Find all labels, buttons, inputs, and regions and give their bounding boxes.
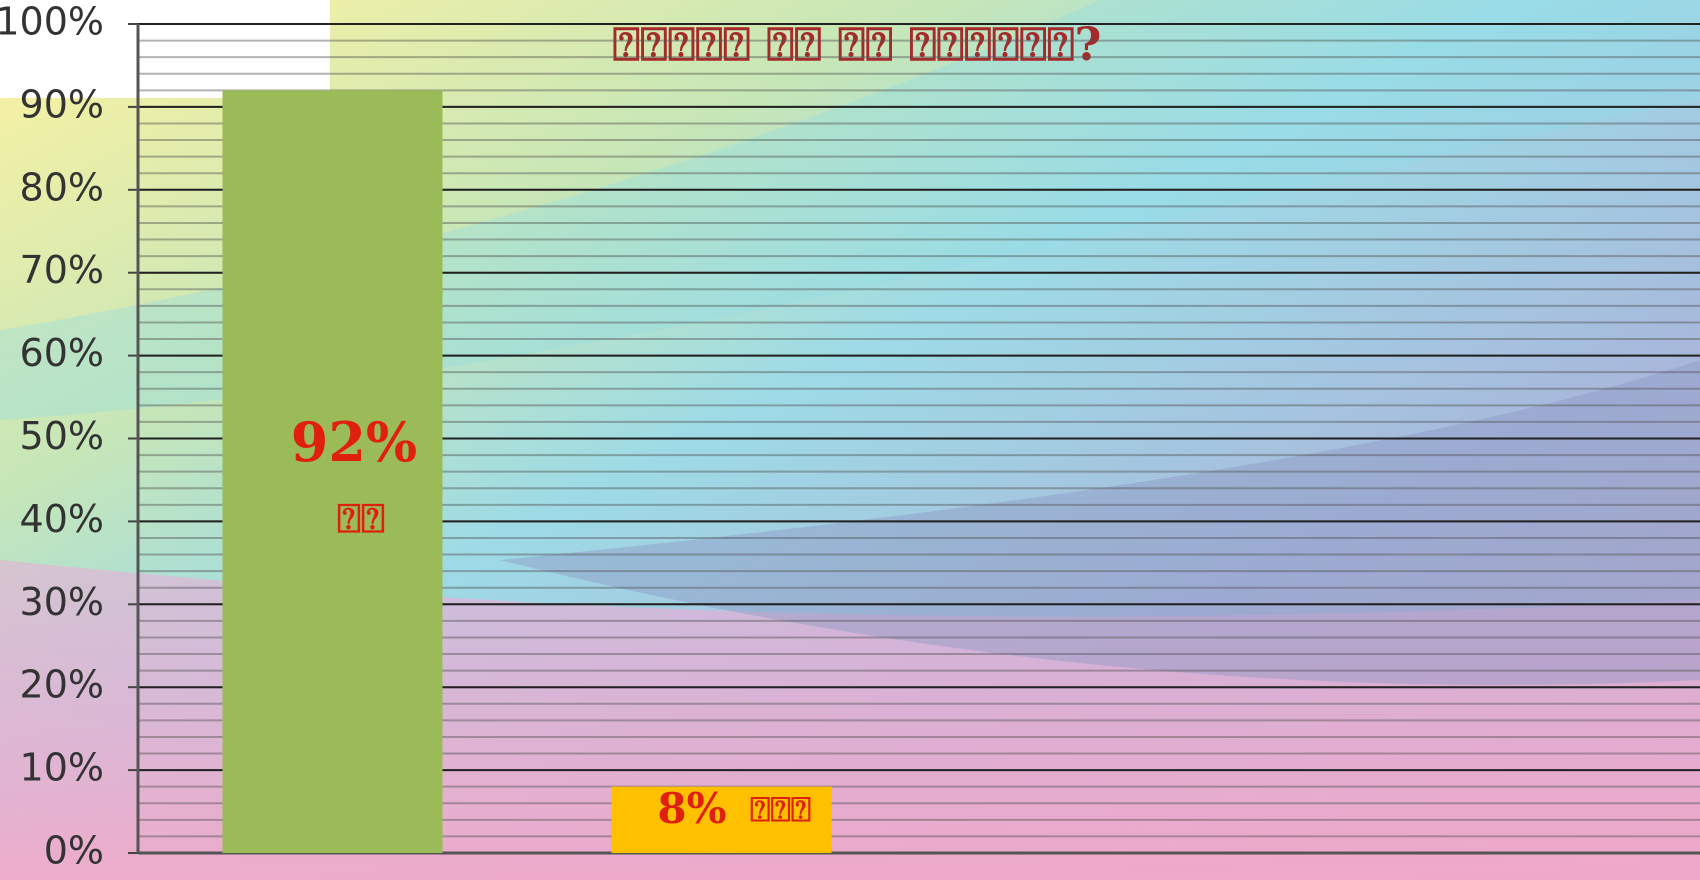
y-tick-label: 50%: [20, 414, 104, 458]
background-patch: [0, 0, 330, 98]
category-label: ⍰⍰⍰: [750, 790, 811, 830]
value-label: 92%: [291, 410, 417, 474]
chart-title: ⍰⍰⍰⍰⍰ ⍰⍰ ⍰⍰ ⍰⍰⍰⍰⍰⍰?: [613, 17, 1102, 71]
y-tick-label: 30%: [20, 580, 104, 624]
y-tick-label: 80%: [20, 165, 104, 209]
y-tick-label: 70%: [20, 248, 104, 292]
category-label: ⍰⍰: [337, 495, 385, 542]
y-tick-label: 40%: [20, 497, 104, 541]
y-tick-label: 60%: [20, 331, 104, 375]
y-tick-label: 90%: [20, 82, 104, 126]
y-tick-label: 100%: [0, 0, 104, 44]
value-label: 8%: [657, 784, 726, 833]
y-tick-label: 0%: [44, 829, 104, 873]
bar: [611, 786, 832, 853]
y-tick-label: 20%: [20, 663, 104, 707]
y-tick-label: 10%: [20, 746, 104, 790]
bar: [222, 90, 443, 853]
plot: 92% ⍰⍰ 8% ⍰⍰⍰: [222, 90, 832, 853]
